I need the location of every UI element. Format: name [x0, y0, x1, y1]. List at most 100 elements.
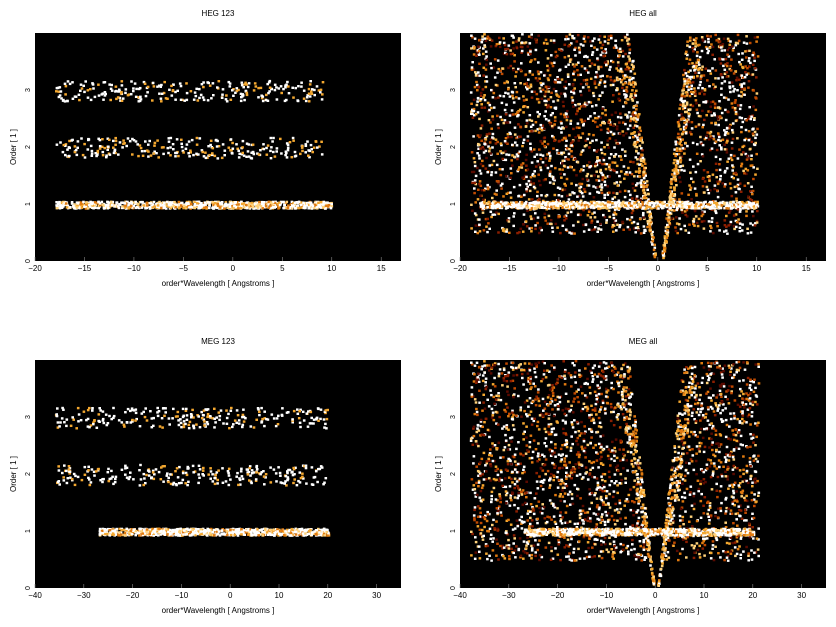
heatmap-cell: [594, 162, 597, 166]
heatmap-cell: [205, 207, 208, 210]
heatmap-cell: [747, 200, 750, 204]
heatmap-cell: [620, 158, 623, 161]
heatmap-cell: [717, 37, 721, 41]
heatmap-cell: [272, 205, 275, 209]
heatmap-cell: [204, 151, 207, 154]
heatmap-cell: [212, 205, 215, 208]
heatmap-cell: [588, 65, 592, 68]
heatmap-cell: [494, 97, 497, 100]
heatmap-cell: [743, 87, 746, 90]
heatmap-cell: [755, 133, 759, 136]
heatmap-cell: [265, 153, 269, 156]
heatmap-cell: [756, 35, 759, 39]
heatmap-cell: [574, 46, 577, 50]
heatmap-cell: [547, 207, 551, 210]
heatmap-cell: [613, 221, 616, 224]
heatmap-cell: [707, 69, 710, 72]
heatmap-cell: [147, 155, 150, 158]
heatmap-cell: [241, 93, 244, 96]
heatmap-cell: [171, 143, 175, 146]
heatmap-cell: [688, 94, 692, 98]
heatmap-cell: [536, 160, 539, 163]
heatmap-cell: [563, 219, 566, 222]
heatmap-cell: [554, 166, 557, 170]
heatmap-cell: [182, 204, 186, 207]
heatmap-cell: [179, 98, 183, 101]
heatmap-cell: [556, 186, 560, 189]
heatmap-cell: [255, 202, 258, 206]
heatmap-cell: [156, 85, 159, 88]
heatmap-cell: [252, 151, 255, 154]
heatmap-cell: [543, 74, 546, 77]
heatmap-cell: [599, 228, 603, 231]
heatmap-cell: [685, 110, 689, 114]
heatmap-cell: [180, 142, 183, 145]
heatmap-cell: [527, 179, 531, 183]
heatmap-cell: [694, 66, 697, 69]
heatmap-cell: [586, 184, 589, 187]
heatmap-cell: [279, 202, 282, 205]
heatmap-cell: [94, 206, 97, 209]
heatmap-cell: [77, 93, 81, 96]
heatmap-cell: [504, 121, 508, 124]
heatmap-cell: [174, 155, 177, 158]
heatmap-cell: [578, 207, 582, 210]
heatmap-cell: [648, 200, 651, 203]
heatmap-cell: [575, 174, 578, 177]
heatmap-cell: [472, 98, 476, 101]
heatmap-cell: [678, 137, 681, 140]
heatmap-cell: [580, 192, 584, 195]
heatmap-cell: [643, 195, 647, 199]
heatmap-cell: [279, 137, 282, 141]
heatmap-cell: [529, 176, 533, 179]
heatmap-cell: [510, 172, 513, 175]
heatmap-cell: [755, 40, 758, 43]
heatmap-cell: [121, 205, 124, 208]
heatmap-cell: [578, 204, 581, 207]
heatmap-cell: [319, 88, 323, 91]
heatmap-cell: [286, 206, 290, 210]
x-tick-label: 10: [327, 264, 336, 273]
heatmap-cell: [577, 207, 580, 210]
heatmap-cell: [118, 88, 121, 91]
heatmap-cell: [684, 126, 687, 130]
heatmap-cell: [294, 207, 298, 210]
heatmap-cell: [621, 220, 624, 224]
heatmap-cell: [558, 215, 561, 218]
heatmap-cell: [667, 216, 671, 219]
heatmap-cell: [484, 217, 488, 221]
heatmap-cell: [90, 149, 94, 153]
heatmap-cell: [671, 200, 675, 204]
heatmap-cell: [742, 151, 745, 154]
heatmap-cell: [750, 199, 754, 202]
heatmap-cell: [714, 211, 718, 215]
heatmap-cell: [651, 230, 654, 234]
heatmap-cell: [101, 138, 104, 141]
heatmap-cell: [700, 142, 703, 145]
heatmap-cell: [651, 240, 654, 243]
heatmap-cell: [551, 177, 555, 180]
heatmap-cell: [488, 132, 491, 135]
heatmap-cell: [103, 146, 106, 150]
heatmap-cell: [741, 207, 745, 210]
heatmap-cell: [635, 150, 638, 153]
heatmap-cell: [174, 98, 177, 101]
heatmap-cell: [631, 89, 634, 92]
heatmap-cell: [711, 200, 715, 203]
heatmap-cell: [74, 148, 78, 152]
heatmap-cell: [494, 83, 498, 87]
heatmap-cell: [149, 154, 153, 157]
heatmap-cell: [746, 169, 750, 172]
heatmap-cell: [737, 218, 740, 221]
heatmap-cell: [751, 73, 755, 76]
heatmap-cell: [473, 212, 477, 215]
heatmap-cell: [628, 218, 632, 222]
heatmap-cell: [85, 203, 88, 206]
heatmap-cell: [724, 118, 728, 122]
heatmap-cell: [578, 126, 581, 129]
heatmap-cell: [498, 42, 501, 45]
heatmap-cell: [579, 200, 582, 204]
heatmap-cell: [83, 156, 87, 159]
heatmap-cell: [308, 83, 312, 86]
heatmap-cell: [636, 175, 640, 178]
